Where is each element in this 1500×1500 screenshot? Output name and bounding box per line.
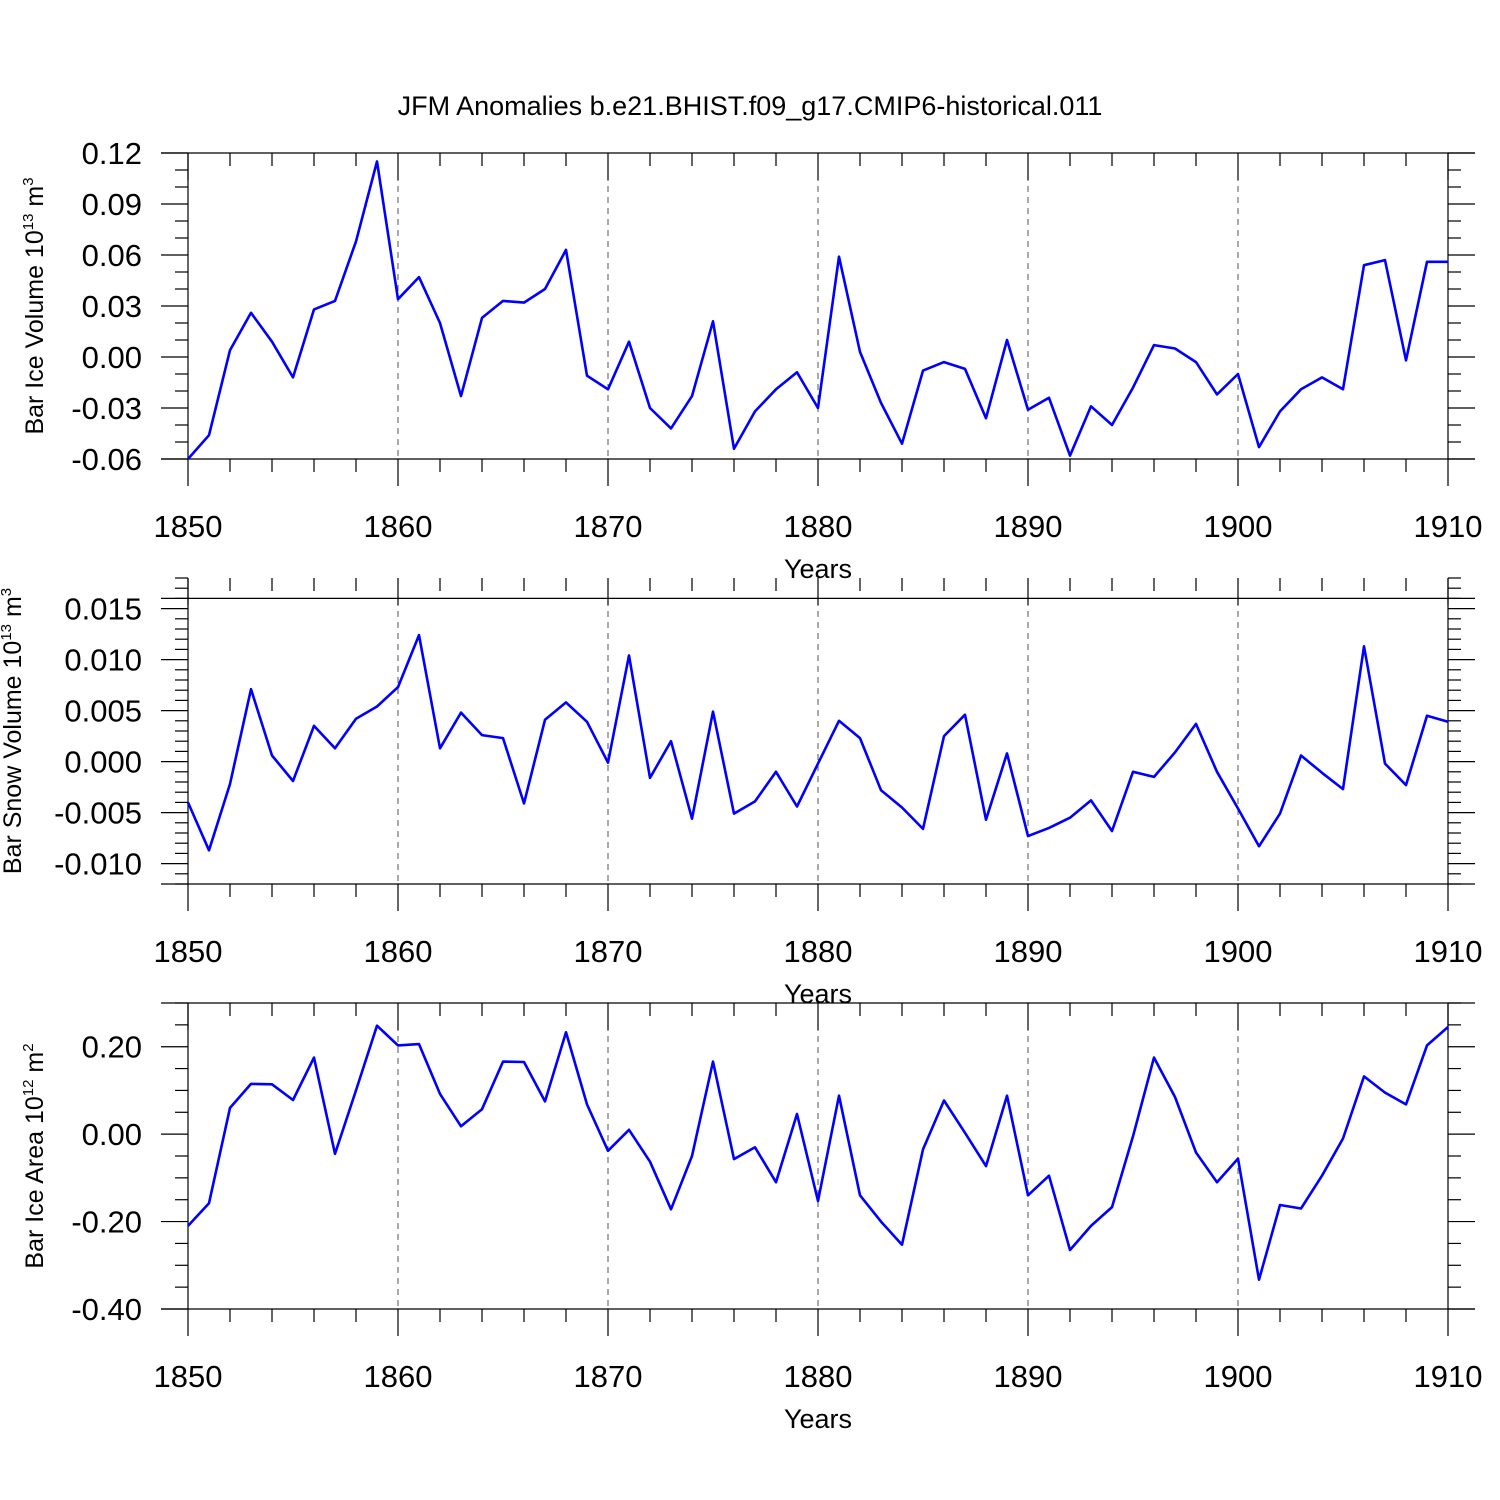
y-axis-title-unit: m — [0, 596, 27, 624]
y-tick-label: 0.12 — [82, 136, 142, 171]
y-tick-label: -0.20 — [71, 1205, 142, 1240]
y-axis-title-exponent: 13 — [0, 624, 15, 641]
y-axis-title-unit: m — [21, 1052, 49, 1080]
y-tick-label: 0.00 — [82, 340, 142, 375]
y-axis-title-unit: m — [21, 186, 49, 214]
x-tick-label: 1850 — [154, 509, 223, 544]
x-tick-label: 1870 — [574, 509, 643, 544]
x-tick-label: 1900 — [1204, 1359, 1273, 1394]
x-tick-label: 1880 — [784, 934, 853, 969]
panel-ice-area: -0.40 -0.20 0.00 0.20 1850 1860 1870 1880 1890 19… — [20, 1002, 1483, 1434]
y-tick-label: -0.03 — [71, 391, 142, 426]
x-tick-label: 1900 — [1204, 934, 1273, 969]
y-axis-title-unit-exponent: 3 — [20, 177, 37, 185]
y-tick-label: 0.06 — [82, 238, 142, 273]
y-tick-label: -0.06 — [71, 442, 142, 477]
y-tick-label: -0.010 — [54, 847, 142, 882]
y-axis-title-main: Bar Ice Volume 10 — [21, 230, 49, 434]
y-tick-label: 0.005 — [64, 694, 142, 729]
x-tick-label: 1850 — [154, 934, 223, 969]
y-axis-title-exponent: 13 — [20, 214, 37, 231]
y-axis-title-main: Bar Ice Area 10 — [21, 1096, 49, 1268]
y-axis-title-unit-exponent: 2 — [20, 1043, 37, 1051]
x-tick-label: 1910 — [1414, 509, 1483, 544]
panel-snow-volume: -0.010 -0.005 0.000 0.005 0.010 0.015 1850 1860… — [0, 577, 1483, 1009]
series-line — [186, 633, 1449, 852]
y-axis-title-unit-exponent: 3 — [0, 588, 15, 596]
x-tick-label: 1870 — [574, 934, 643, 969]
x-tick-label: 1860 — [364, 509, 433, 544]
x-tick-label: 1910 — [1414, 934, 1483, 969]
y-tick-label: 0.015 — [64, 592, 142, 627]
x-tick-label: 1860 — [364, 934, 433, 969]
y-axis-title-main: Bar Snow Volume 10 — [0, 641, 27, 874]
x-tick-label: 1890 — [994, 1359, 1063, 1394]
y-axis-title-exponent: 12 — [20, 1080, 37, 1097]
x-tick-label: 1870 — [574, 1359, 643, 1394]
y-axis-title: Bar Ice Volume 1013 m3 — [20, 177, 49, 434]
series-line — [187, 160, 1448, 460]
chart-title: JFM Anomalies b.e21.BHIST.f09_g17.CMIP6-… — [398, 91, 1103, 121]
x-tick-label: 1860 — [364, 1359, 433, 1394]
x-tick-label: 1850 — [154, 1359, 223, 1394]
y-tick-label: 0.09 — [82, 187, 142, 222]
y-tick-label: 0.010 — [64, 643, 142, 678]
x-tick-label: 1900 — [1204, 509, 1273, 544]
y-axis-title: Bar Ice Area 1012 m2 — [20, 1043, 49, 1268]
y-tick-label: -0.40 — [71, 1292, 142, 1327]
y-tick-label: 0.20 — [82, 1030, 142, 1065]
y-tick-label: -0.005 — [54, 796, 142, 831]
x-tick-label: 1890 — [994, 509, 1063, 544]
x-tick-label: 1910 — [1414, 1359, 1483, 1394]
x-tick-label: 1880 — [784, 509, 853, 544]
x-axis-title: Years — [784, 1404, 852, 1434]
y-tick-label: 0.03 — [82, 289, 142, 324]
x-tick-label: 1880 — [784, 1359, 853, 1394]
y-tick-label: 0.000 — [64, 745, 142, 780]
y-tick-label: 0.00 — [82, 1117, 142, 1152]
x-tick-label: 1890 — [994, 934, 1063, 969]
panel-ice-volume: -0.06 -0.03 0.00 0.03 0.06 0.09 0.12 1850 1860 18… — [20, 136, 1482, 584]
y-axis-title: Bar Snow Volume 1013 m3 — [0, 588, 27, 874]
series-line — [187, 1024, 1449, 1281]
